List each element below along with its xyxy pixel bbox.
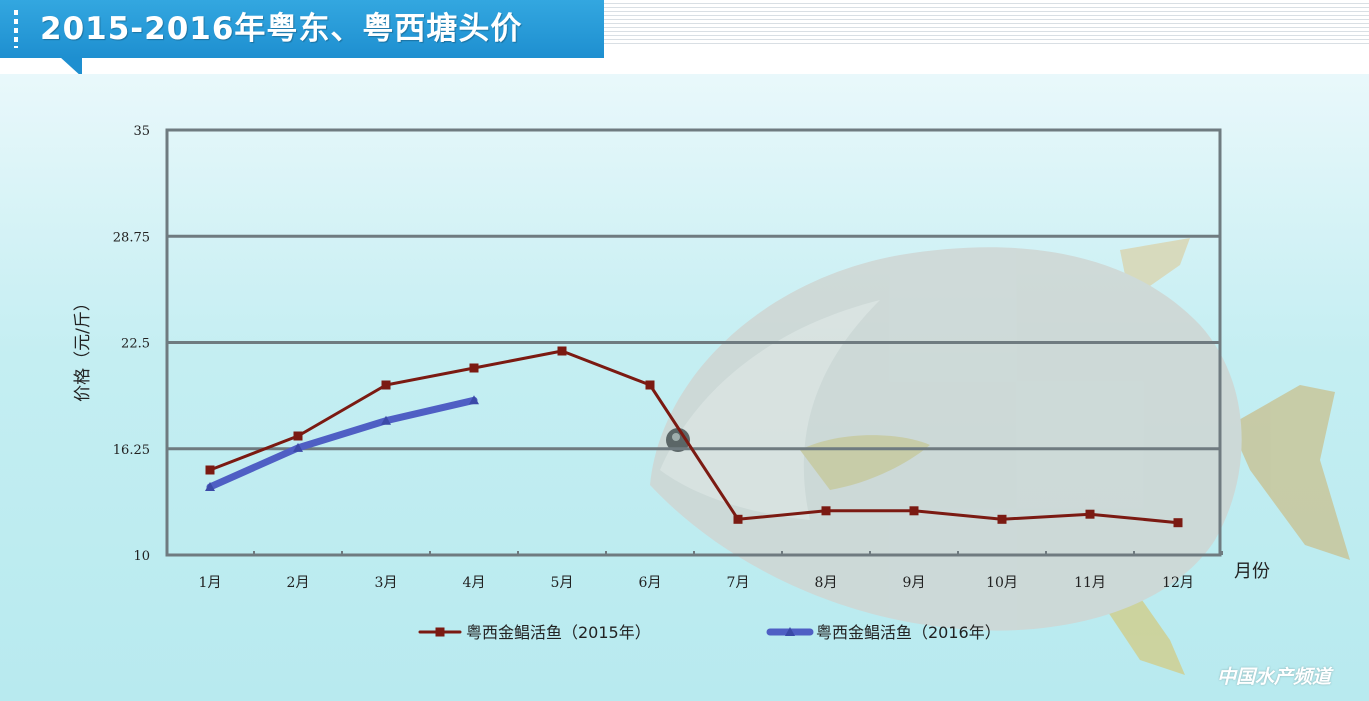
x-tick-label: 10月 bbox=[986, 575, 1018, 591]
series-line-1 bbox=[208, 349, 1180, 525]
y-tick-label: 35 bbox=[133, 124, 150, 139]
x-tick-label: 12月 bbox=[1162, 575, 1194, 591]
data-point bbox=[557, 346, 567, 356]
banner-dots bbox=[14, 10, 18, 48]
data-point bbox=[909, 506, 919, 516]
legend-marker bbox=[435, 627, 445, 637]
page-title: 2015-2016年粤东、粤西塘头价 bbox=[40, 11, 523, 47]
series-line-2 bbox=[206, 396, 478, 491]
x-tick-label: 3月 bbox=[375, 575, 398, 591]
x-tick-label: 6月 bbox=[639, 575, 662, 591]
plot-area: 10 16.25 22.5 28.75 35 1月 2月 3月 4月 5月 6月 7月 8月 9月 10月 1… bbox=[73, 124, 1270, 642]
x-tick-label: 9月 bbox=[903, 575, 926, 591]
data-point bbox=[205, 465, 215, 475]
data-point bbox=[1173, 518, 1183, 528]
header-stripes bbox=[604, 0, 1369, 46]
legend-label: 粤西金鲳活鱼（2016年） bbox=[816, 623, 1001, 642]
x-axis-label: 月份 bbox=[1234, 561, 1270, 582]
y-tick-label: 16.25 bbox=[113, 443, 150, 458]
x-tick-label: 5月 bbox=[551, 575, 574, 591]
watermark-text: 中国水产频道 bbox=[1216, 666, 1331, 688]
data-point bbox=[733, 514, 743, 524]
data-point bbox=[997, 514, 1007, 524]
legend-marker bbox=[785, 627, 795, 636]
y-tick-label: 10 bbox=[133, 549, 150, 564]
data-point bbox=[293, 442, 303, 452]
data-point bbox=[469, 395, 479, 405]
data-point bbox=[1085, 509, 1095, 519]
data-point bbox=[381, 415, 391, 425]
data-point bbox=[381, 380, 391, 390]
x-tick-label: 8月 bbox=[815, 575, 838, 591]
x-tick-label: 2月 bbox=[287, 575, 310, 591]
x-tick-label: 7月 bbox=[727, 575, 750, 591]
data-point bbox=[293, 431, 303, 441]
y-tick-label: 28.75 bbox=[113, 230, 150, 245]
data-point bbox=[205, 482, 215, 491]
y-tick-label: 22.5 bbox=[121, 337, 150, 352]
data-point bbox=[821, 506, 831, 516]
fish-illustration bbox=[650, 238, 1350, 675]
data-point bbox=[645, 380, 655, 390]
banner-tail bbox=[60, 57, 82, 77]
x-tick-label: 1月 bbox=[199, 575, 222, 591]
data-point bbox=[469, 363, 479, 373]
y-axis-label: 价格（元/斤） bbox=[73, 294, 93, 402]
x-tick-label: 11月 bbox=[1074, 575, 1106, 591]
x-tick-label: 4月 bbox=[463, 575, 486, 591]
legend-label: 粤西金鲳活鱼（2015年） bbox=[466, 623, 651, 642]
title-banner: 2015-2016年粤东、粤西塘头价 bbox=[0, 0, 604, 58]
